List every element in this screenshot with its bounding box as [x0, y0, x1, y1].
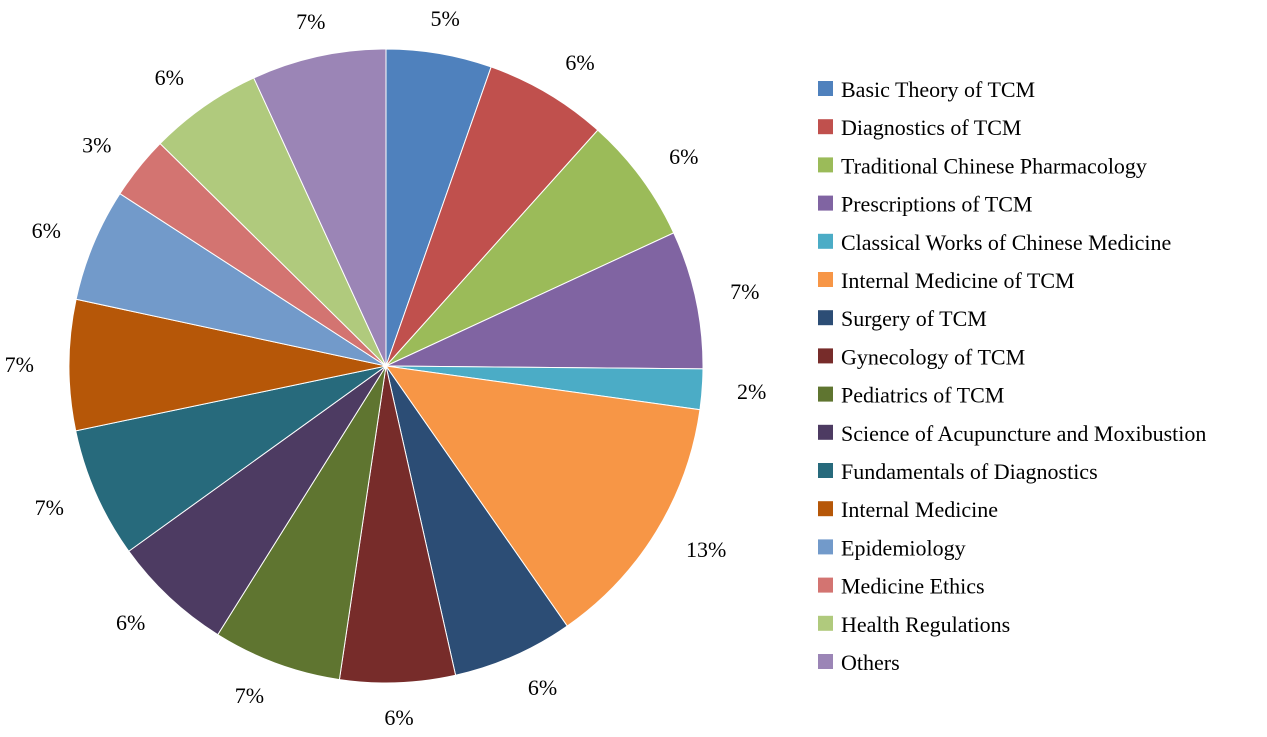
legend-swatch-classical-works-of-chinese-medicine — [818, 233, 833, 249]
legend-label-surgery-of-tcm: Surgery of TCM — [841, 306, 987, 331]
legend: Basic Theory of TCM Diagnostics of TCM Tra… — [818, 77, 1206, 675]
pie-data-labels: 5% 6% 6% 7% 2% 13% 6% 6% 7% 6% 7% 7% 6% 3% 6% 7% — [5, 6, 767, 730]
legend-label-traditional-chinese-pharmacology: Traditional Chinese Pharmacology — [841, 153, 1147, 178]
data-label-medicine-ethics: 3% — [82, 133, 111, 158]
pie-slice-prescriptions-of-tcm — [385, 232, 704, 370]
legend-label-prescriptions-of-tcm: Prescriptions of TCM — [841, 192, 1032, 217]
data-label-epidemiology: 6% — [32, 218, 61, 243]
legend-swatch-fundamentals-of-diagnostics — [818, 463, 833, 478]
legend-label-fundamentals-of-diagnostics: Fundamentals of Diagnostics — [841, 459, 1098, 484]
legend-swatch-others — [818, 654, 833, 669]
data-label-internal-medicine-of-tcm: 13% — [686, 537, 726, 562]
legend-label-gynecology-of-tcm: Gynecology of TCM — [841, 344, 1025, 369]
legend-swatch-science-of-acupuncture-and-moxibustion — [818, 424, 833, 440]
legend-swatch-medicine-ethics — [818, 577, 833, 593]
data-label-diagnostics-of-tcm: 6% — [565, 50, 594, 75]
legend-label-pediatrics-of-tcm: Pediatrics of TCM — [841, 383, 1004, 408]
legend-swatch-diagnostics-of-tcm — [818, 119, 833, 135]
data-label-surgery-of-tcm: 6% — [528, 675, 557, 700]
legend-label-others: Others — [841, 650, 900, 675]
legend-swatch-surgery-of-tcm — [818, 310, 833, 326]
legend-label-diagnostics-of-tcm: Diagnostics of TCM — [841, 115, 1021, 140]
data-label-fundamentals-of-diagnostics: 7% — [35, 495, 64, 520]
data-label-traditional-chinese-pharmacology: 6% — [669, 144, 698, 169]
data-label-health-regulations: 6% — [155, 65, 184, 90]
legend-label-health-regulations: Health Regulations — [841, 612, 1010, 637]
legend-swatch-gynecology-of-tcm — [818, 348, 833, 364]
legend-swatch-internal-medicine — [818, 501, 833, 517]
pie-slice-internal-medicine-of-tcm — [384, 365, 701, 627]
legend-swatch-epidemiology — [818, 539, 833, 555]
pie-slice-surgery-of-tcm — [385, 365, 568, 676]
legend-swatch-basic-theory-of-tcm — [818, 81, 833, 96]
data-label-gynecology-of-tcm: 6% — [384, 705, 413, 730]
pie-slices — [68, 48, 704, 684]
pie-slice-science-of-acupuncture-and-moxibustion — [128, 365, 387, 636]
legend-label-internal-medicine: Internal Medicine — [841, 497, 998, 522]
pie-slice-fundamentals-of-diagnostics — [75, 365, 387, 552]
legend-swatch-prescriptions-of-tcm — [818, 195, 833, 211]
data-label-basic-theory-of-tcm: 5% — [431, 6, 460, 31]
legend-swatch-internal-medicine-of-tcm — [818, 272, 833, 287]
legend-label-internal-medicine-of-tcm: Internal Medicine of TCM — [841, 268, 1075, 293]
pie-slice-pediatrics-of-tcm — [217, 365, 387, 681]
pie-slice-traditional-chinese-pharmacology — [385, 129, 675, 367]
data-label-prescriptions-of-tcm: 7% — [730, 279, 759, 304]
legend-label-science-of-acupuncture-and-moxibustion: Science of Acupuncture and Moxibustion — [841, 421, 1206, 446]
data-label-classical-works-of-chinese-medicine: 2% — [737, 379, 766, 404]
legend-swatch-traditional-chinese-pharmacology — [818, 157, 833, 173]
data-label-science-of-acupuncture-and-moxibustion: 6% — [116, 610, 145, 635]
pie-slice-others — [253, 48, 387, 367]
legend-label-medicine-ethics: Medicine Ethics — [841, 574, 985, 599]
legend-swatch-pediatrics-of-tcm — [818, 386, 833, 402]
legend-label-basic-theory-of-tcm: Basic Theory of TCM — [841, 77, 1035, 102]
pie-slice-diagnostics-of-tcm — [385, 66, 599, 367]
data-label-internal-medicine: 7% — [5, 352, 34, 377]
pie-slice-internal-medicine — [68, 298, 387, 432]
data-label-others: 7% — [296, 9, 325, 34]
legend-label-classical-works-of-chinese-medicine: Classical Works of Chinese Medicine — [841, 230, 1171, 255]
legend-label-epidemiology: Epidemiology — [841, 535, 966, 560]
data-label-pediatrics-of-tcm: 7% — [235, 683, 264, 708]
legend-swatch-health-regulations — [818, 615, 833, 631]
